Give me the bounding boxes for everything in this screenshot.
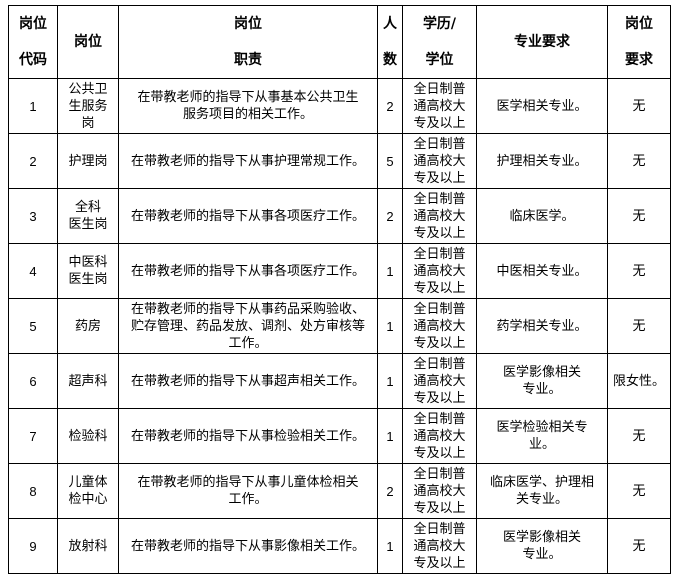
- cell-requirement: 无: [607, 188, 671, 244]
- cell-requirement: 无: [607, 243, 671, 299]
- cell-education: 全日制普 通高校大 专及以上: [402, 133, 477, 189]
- cell-code: 5: [8, 298, 58, 354]
- table-row: 4 中医科 医生岗 在带教老师的指导下从事各项医疗工作。 1 全日制普 通高校大 专及以…: [8, 243, 671, 299]
- table-row: 3 全科 医生岗 在带教老师的指导下从事各项医疗工作。 2 全日制普 通高校大 专及以上…: [8, 188, 671, 244]
- cell-code: 2: [8, 133, 58, 189]
- cell-post: 放射科: [57, 518, 119, 574]
- table-row: 5 药房 在带教老师的指导下从事药品采购验收、 贮存管理、药品发放、调剂、处方审核等…: [8, 298, 671, 354]
- cell-duty: 在带教老师的指导下从事各项医疗工作。: [118, 188, 378, 244]
- cell-count: 5: [377, 133, 403, 189]
- cell-post: 护理岗: [57, 133, 119, 189]
- cell-education: 全日制普 通高校大 专及以上: [402, 243, 477, 299]
- cell-count: 1: [377, 408, 403, 464]
- cell-education: 全日制普 通高校大 专及以上: [402, 463, 477, 519]
- cell-education: 全日制普 通高校大 专及以上: [402, 408, 477, 464]
- cell-post: 检验科: [57, 408, 119, 464]
- cell-major: 护理相关专业。: [476, 133, 608, 189]
- positions-table: 岗位 代码 岗位 岗位 职责 人 数 学历/ 学位 专业要求 岗位 要求 1 公共…: [8, 5, 671, 574]
- cell-code: 9: [8, 518, 58, 574]
- cell-duty: 在带教老师的指导下从事儿童体检相关 工作。: [118, 463, 378, 519]
- cell-post: 超声科: [57, 353, 119, 409]
- cell-requirement: 限女性。: [607, 353, 671, 409]
- cell-education: 全日制普 通高校大 专及以上: [402, 518, 477, 574]
- cell-education: 全日制普 通高校大 专及以上: [402, 298, 477, 354]
- cell-post: 儿童体 检中心: [57, 463, 119, 519]
- header-post: 岗位: [57, 5, 119, 79]
- header-duty: 岗位 职责: [118, 5, 378, 79]
- cell-code: 1: [8, 78, 58, 134]
- table-row: 9 放射科 在带教老师的指导下从事影像相关工作。 1 全日制普 通高校大 专及以上 医学影…: [8, 518, 671, 574]
- cell-education: 全日制普 通高校大 专及以上: [402, 188, 477, 244]
- cell-major: 医学检验相关专 业。: [476, 408, 608, 464]
- cell-education: 全日制普 通高校大 专及以上: [402, 353, 477, 409]
- cell-code: 8: [8, 463, 58, 519]
- cell-requirement: 无: [607, 408, 671, 464]
- cell-requirement: 无: [607, 463, 671, 519]
- cell-duty: 在带教老师的指导下从事各项医疗工作。: [118, 243, 378, 299]
- table-row: 7 检验科 在带教老师的指导下从事检验相关工作。 1 全日制普 通高校大 专及以上 医学检…: [8, 408, 671, 464]
- cell-count: 2: [377, 188, 403, 244]
- cell-count: 1: [377, 353, 403, 409]
- cell-count: 2: [377, 78, 403, 134]
- cell-code: 3: [8, 188, 58, 244]
- cell-code: 4: [8, 243, 58, 299]
- cell-requirement: 无: [607, 298, 671, 354]
- cell-major: 医学相关专业。: [476, 78, 608, 134]
- cell-count: 2: [377, 463, 403, 519]
- table-row: 8 儿童体 检中心 在带教老师的指导下从事儿童体检相关 工作。 2 全日制普 通高校大 …: [8, 463, 671, 519]
- cell-major: 药学相关专业。: [476, 298, 608, 354]
- cell-requirement: 无: [607, 518, 671, 574]
- header-major: 专业要求: [476, 5, 608, 79]
- cell-post: 公共卫 生服务 岗: [57, 78, 119, 134]
- cell-major: 临床医学。: [476, 188, 608, 244]
- cell-post: 中医科 医生岗: [57, 243, 119, 299]
- table-row: 2 护理岗 在带教老师的指导下从事护理常规工作。 5 全日制普 通高校大 专及以上 护理相…: [8, 133, 671, 189]
- header-row: 岗位 代码 岗位 岗位 职责 人 数 学历/ 学位 专业要求 岗位 要求: [8, 5, 671, 79]
- cell-code: 7: [8, 408, 58, 464]
- cell-duty: 在带教老师的指导下从事基本公共卫生 服务项目的相关工作。: [118, 78, 378, 134]
- cell-code: 6: [8, 353, 58, 409]
- cell-count: 1: [377, 243, 403, 299]
- cell-count: 1: [377, 518, 403, 574]
- table-row: 1 公共卫 生服务 岗在带教老师的指导下从事基本公共卫生 服务项目的相关工作。 2 全…: [8, 78, 671, 134]
- cell-requirement: 无: [607, 78, 671, 134]
- header-code: 岗位 代码: [8, 5, 58, 79]
- table-row: 6 超声科 在带教老师的指导下从事超声相关工作。 1 全日制普 通高校大 专及以上 医学影…: [8, 353, 671, 409]
- header-education: 学历/ 学位: [402, 5, 477, 79]
- cell-major: 医学影像相关 专业。: [476, 518, 608, 574]
- header-count: 人 数: [377, 5, 403, 79]
- cell-major: 医学影像相关 专业。: [476, 353, 608, 409]
- cell-duty: 在带教老师的指导下从事检验相关工作。: [118, 408, 378, 464]
- cell-duty: 在带教老师的指导下从事护理常规工作。: [118, 133, 378, 189]
- cell-requirement: 无: [607, 133, 671, 189]
- cell-duty: 在带教老师的指导下从事超声相关工作。: [118, 353, 378, 409]
- cell-education: 全日制普 通高校大 专及以上: [402, 78, 477, 134]
- cell-post: 全科 医生岗: [57, 188, 119, 244]
- cell-duty: 在带教老师的指导下从事影像相关工作。: [118, 518, 378, 574]
- cell-major: 中医相关专业。: [476, 243, 608, 299]
- cell-duty: 在带教老师的指导下从事药品采购验收、 贮存管理、药品发放、调剂、处方审核等 工作…: [118, 298, 378, 354]
- cell-post: 药房: [57, 298, 119, 354]
- cell-count: 1: [377, 298, 403, 354]
- header-requirement: 岗位 要求: [607, 5, 671, 79]
- cell-major: 临床医学、护理相 关专业。: [476, 463, 608, 519]
